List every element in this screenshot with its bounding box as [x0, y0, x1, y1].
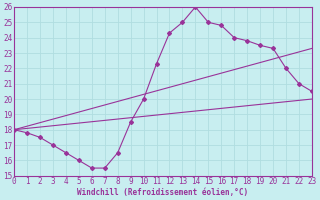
- X-axis label: Windchill (Refroidissement éolien,°C): Windchill (Refroidissement éolien,°C): [77, 188, 249, 197]
